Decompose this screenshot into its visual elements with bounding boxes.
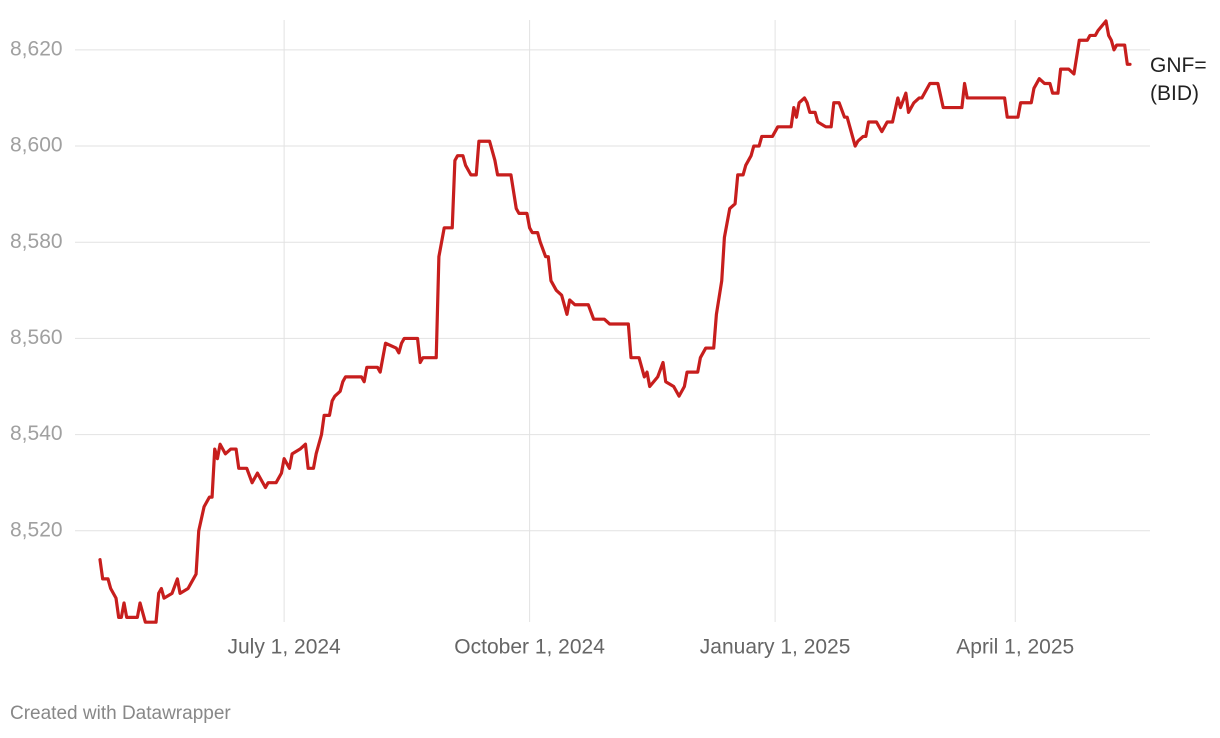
y-tick-label: 8,560 bbox=[10, 326, 63, 349]
y-tick-label: 8,600 bbox=[10, 134, 63, 157]
y-tick-label: 8,620 bbox=[10, 37, 63, 60]
x-tick-label: July 1, 2024 bbox=[227, 636, 341, 659]
series-label: GNF= (BID) bbox=[1150, 54, 1207, 105]
y-tick-label: 8,520 bbox=[10, 518, 63, 541]
x-tick-label: January 1, 2025 bbox=[700, 636, 851, 659]
y-tick-label: 8,580 bbox=[10, 230, 63, 253]
line bbox=[98, 19, 1132, 624]
footer: Created with Datawrapper bbox=[10, 703, 231, 724]
y-tick-label: 8,540 bbox=[10, 422, 63, 445]
x-tick-label: October 1, 2024 bbox=[454, 636, 605, 659]
x-tick-label: April 1, 2025 bbox=[956, 636, 1074, 659]
